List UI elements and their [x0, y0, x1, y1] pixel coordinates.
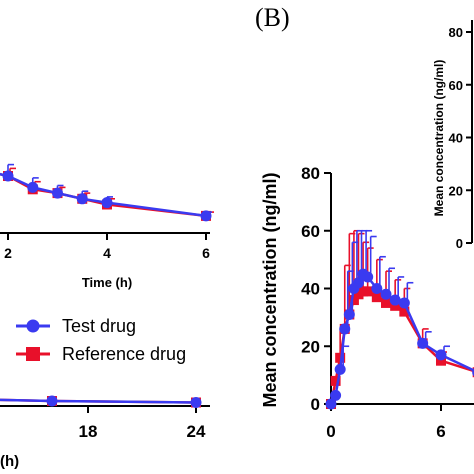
panel-b-test-point: [362, 271, 374, 283]
legend-reference-marker: [26, 347, 40, 361]
panel-a-main-test-line: [0, 398, 197, 404]
panel-b-y-tick-label: 80: [301, 164, 320, 183]
legend-test-marker: [26, 319, 40, 333]
panel-b-test-point: [371, 283, 383, 294]
panel-a-inset-x-tick-label: 4: [103, 245, 111, 261]
panel-b-reference-point: [362, 286, 373, 297]
panel-b-reference-point: [381, 297, 391, 308]
legend-reference-label: Reference drug: [62, 344, 186, 364]
panel-a-inset: 2 4 6 Time (h): [0, 163, 214, 290]
panel-a-main-x-label: (h): [0, 453, 19, 470]
panel-b-inset-y-tick-label: 20: [449, 183, 463, 198]
panel-b-test-point: [398, 297, 410, 309]
panel-b-y-tick-label: 60: [301, 222, 320, 241]
panel-b-y-tick-label: 20: [301, 337, 320, 356]
panel-a-main-x-tick-label: 18: [79, 422, 98, 441]
panel-b-y-tick-label: 0: [311, 395, 320, 414]
panel-a-inset-x-tick-label: 6: [202, 245, 210, 261]
panel-b-reference-point: [399, 306, 410, 317]
panel-b-y-label: Mean concentration (ng/ml): [260, 172, 280, 407]
panel-a-inset-test-point: [52, 187, 63, 199]
panel-b-test-point: [330, 389, 342, 401]
panel-a-inset-test-point: [2, 170, 14, 182]
panel-a-main-x-tick-label: 24: [187, 422, 206, 441]
panel-a-main: 18 24 (h): [0, 395, 210, 470]
panel-label: (B): [255, 3, 290, 32]
panel-b-test-point: [417, 337, 429, 349]
legend-test-label: Test drug: [62, 316, 136, 336]
panel-a-inset-x-label: Time (h): [82, 275, 132, 290]
panel-b-x-tick-label: 0: [326, 422, 335, 441]
panel-b-x-tick-label: 6: [436, 422, 445, 441]
panel-b-test-point: [343, 308, 355, 320]
panel-b-reference-point: [330, 375, 341, 386]
panel-b-inset-y-tick-label: 40: [449, 131, 463, 146]
panel-a-inset-x-tick-label: 2: [4, 245, 12, 261]
panel-a-inset-test-point: [27, 181, 39, 193]
panel-a-main-test-point: [190, 397, 202, 408]
panel-b-reference-point: [335, 352, 346, 363]
panel-b-inset-y-tick-label: 0: [456, 236, 463, 251]
panel-b-reference-point: [436, 355, 446, 366]
legend: Test drug Reference drug: [16, 316, 186, 364]
panel-b-inset: 0 20 40 60 80 Mean concentration (ng/ml): [432, 20, 473, 251]
panel-b-test-point: [389, 294, 401, 306]
panel-b-reference-point: [348, 295, 359, 306]
panel-b-reference-point: [390, 300, 401, 311]
panel-b-y-tick-label: 40: [301, 280, 320, 299]
panel-b-inset-y-label: Mean concentration (ng/ml): [432, 60, 446, 217]
panel-a-inset-test-point: [101, 197, 113, 209]
panel-b-test-point: [334, 363, 346, 375]
panel-b-test-point: [353, 277, 364, 289]
panel-b-inset-y-tick-label: 80: [449, 25, 463, 40]
panel-b-test-point: [435, 349, 447, 361]
panel-b-reference-point: [371, 292, 382, 303]
panel-b-inset-y-tick-label: 60: [449, 78, 463, 93]
panel-b-test-point: [339, 323, 351, 335]
panel-a-main-test-point: [46, 395, 58, 407]
panel-a-inset-test-point: [200, 210, 212, 222]
panel-b-main: 0 20 40 60 80 0 6 Mean concentration (ng/ml): [260, 164, 474, 441]
panel-b-test-point: [380, 288, 392, 300]
panel-a-inset-test-point: [76, 193, 88, 205]
panel-b-test-point: [325, 398, 337, 410]
